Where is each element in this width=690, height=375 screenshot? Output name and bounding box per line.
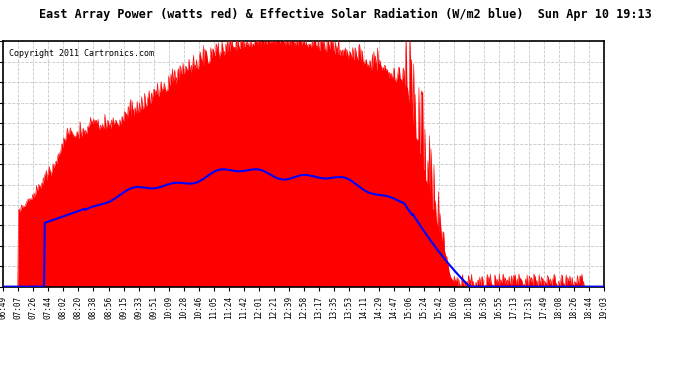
Text: Copyright 2011 Cartronics.com: Copyright 2011 Cartronics.com (10, 49, 155, 58)
Text: East Array Power (watts red) & Effective Solar Radiation (W/m2 blue)  Sun Apr 10: East Array Power (watts red) & Effective… (39, 8, 651, 21)
